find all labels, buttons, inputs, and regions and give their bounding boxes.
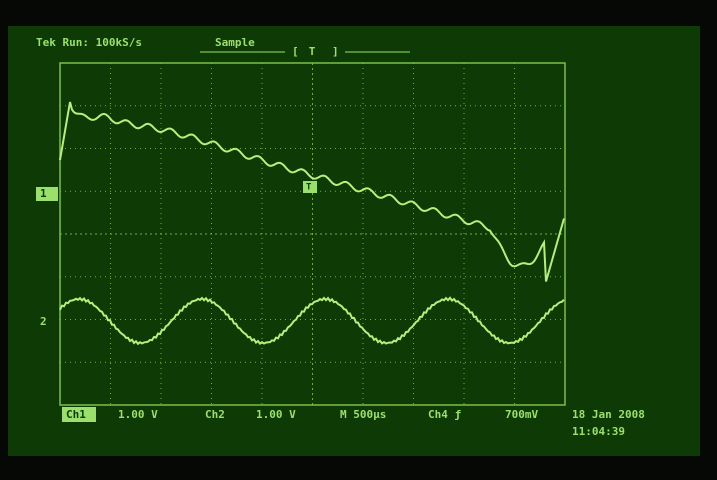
bracket: [ bbox=[292, 45, 299, 58]
acquisition-mode: Sample bbox=[215, 36, 255, 49]
ch2-label: Ch2 bbox=[205, 408, 225, 421]
status: Tek Run: 100kS/s bbox=[36, 36, 142, 49]
date: 18 Jan 2008 bbox=[572, 408, 645, 421]
oscilloscope-screen: Tek Run: 100kS/s Sample [ T ] 1 2 T Ch1 … bbox=[0, 0, 717, 480]
trigger-position: T bbox=[309, 45, 316, 58]
trigger-level: T bbox=[306, 183, 312, 193]
ch1-label: Ch1 bbox=[66, 408, 86, 421]
ch2-scale: 1.00 V bbox=[256, 408, 296, 421]
ch1-marker: 1 bbox=[40, 187, 47, 200]
ch1-scale: 1.00 V bbox=[118, 408, 158, 421]
display bbox=[8, 26, 700, 456]
trigger-value: 700mV bbox=[505, 408, 538, 421]
ch2-marker: 2 bbox=[40, 315, 47, 328]
time: 11:04:39 bbox=[572, 425, 625, 438]
bracket: ] bbox=[332, 45, 339, 58]
timebase: M 500μs bbox=[340, 408, 386, 421]
trigger-source: Ch4 ƒ bbox=[428, 408, 461, 421]
